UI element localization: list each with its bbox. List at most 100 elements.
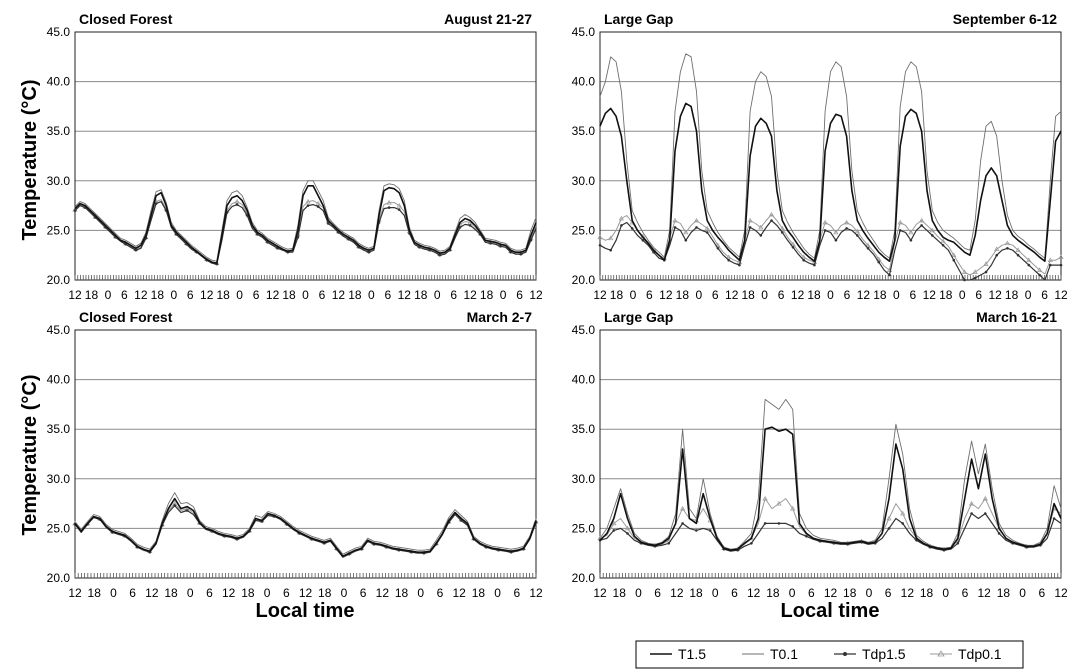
- series-point: [770, 219, 773, 222]
- plot-frame: [74, 329, 537, 579]
- series-point: [266, 241, 269, 244]
- series-point: [315, 200, 321, 206]
- panel-title-left: Large Gap: [604, 309, 673, 325]
- series-point: [1036, 267, 1043, 272]
- x-tick-label: 6: [513, 586, 520, 600]
- series-T0-1: [74, 180, 537, 262]
- x-tick-label: 18: [939, 288, 953, 302]
- y-axis-label-bottom-text: Temperature (°C): [19, 375, 41, 536]
- x-tick-label: 18: [1005, 288, 1019, 302]
- panel-title-left: Closed Forest: [79, 309, 173, 325]
- x-tick-label: 6: [187, 288, 194, 302]
- series-T1-5: [599, 102, 1062, 263]
- series-point: [900, 510, 906, 516]
- series-point: [802, 258, 805, 262]
- x-tick-label: 12: [593, 288, 607, 302]
- x-tick-label: 6: [975, 288, 982, 302]
- x-tick-label: 0: [1025, 288, 1032, 302]
- series-point: [791, 525, 794, 528]
- series-line: [74, 201, 537, 265]
- y-tick-label: 35.0: [572, 124, 596, 138]
- x-tick-label: 6: [844, 288, 851, 302]
- x-tick-label: 18: [85, 288, 99, 302]
- series-point: [509, 250, 512, 254]
- x-tick-label: 0: [695, 288, 702, 302]
- series-point: [609, 248, 612, 252]
- series-point: [173, 504, 176, 507]
- x-tick-label: 6: [731, 586, 738, 600]
- series-point: [519, 252, 523, 256]
- series-point: [347, 238, 350, 241]
- x-tick-label: 12: [901, 586, 915, 600]
- series-point: [1016, 253, 1020, 257]
- series-point: [940, 238, 946, 244]
- series-point: [1047, 257, 1053, 263]
- x-tick-label: 0: [500, 288, 507, 302]
- legend-item-T1-5: T1.5: [650, 646, 706, 662]
- x-tick-label: 6: [129, 586, 136, 600]
- series-point: [124, 243, 127, 246]
- x-tick-label: 18: [472, 586, 486, 600]
- series-point: [768, 211, 775, 217]
- series-point: [813, 263, 816, 267]
- series-point: [997, 532, 1001, 535]
- series-point: [306, 204, 310, 207]
- y-tick-label: 30.0: [572, 174, 596, 188]
- series-point: [995, 253, 998, 257]
- x-minor-ticks: [599, 573, 1062, 578]
- x-tick-label: 6: [1041, 288, 1048, 302]
- series-point: [684, 239, 688, 242]
- x-tick-label: 0: [761, 288, 768, 302]
- series-point: [877, 260, 880, 264]
- x-tick-label: 18: [920, 586, 934, 600]
- x-tick-label: 18: [741, 288, 755, 302]
- x-tick-label: 0: [302, 288, 309, 302]
- y-tick-label: 30.0: [47, 472, 71, 486]
- series-point: [716, 247, 720, 250]
- legend-marker: [843, 652, 847, 656]
- x-tick-label: 12: [332, 288, 346, 302]
- x-tick-label: 0: [789, 586, 796, 600]
- series-point: [672, 217, 678, 223]
- x-tick-label: 18: [873, 288, 887, 302]
- x-tick-label: 0: [827, 288, 834, 302]
- series-point: [235, 203, 239, 206]
- series-point: [887, 527, 891, 530]
- x-tick-label: 18: [241, 586, 255, 600]
- legend: T1.5 T0.1 Tdp1.5 Tdp0.1: [635, 640, 1024, 669]
- y-tick-label: 35.0: [47, 422, 71, 436]
- series-point: [763, 522, 767, 525]
- panel-closed-forest-march: 20.025.030.035.040.045.012 18 0 6 12 18 0 6 12 18…: [47, 309, 543, 600]
- series-point: [759, 234, 763, 237]
- series-point: [994, 246, 1000, 252]
- series-line: [599, 426, 1062, 552]
- x-axis-label-left: Local time: [256, 600, 355, 622]
- series-point: [747, 217, 753, 223]
- panel-large-gap-march: 20.025.030.035.040.045.012 18 0 6 12 18 0 6 12 18…: [572, 309, 1068, 600]
- x-tick-label: 0: [110, 586, 117, 600]
- x-tick-label: 6: [516, 288, 523, 302]
- series-point: [708, 529, 712, 532]
- series-point: [941, 244, 945, 247]
- panel-closed-forest-august: 20.025.030.035.040.045.012 18 0 6 12 18 0 6 12 18…: [47, 11, 543, 302]
- x-minor-ticks: [74, 275, 537, 280]
- y-tick-label: 30.0: [572, 472, 596, 486]
- series-point: [296, 236, 300, 239]
- series-point: [597, 234, 603, 240]
- y-tick-label: 25.0: [572, 521, 596, 535]
- x-tick-label: 12: [299, 586, 313, 600]
- series-point: [620, 224, 623, 227]
- series-point: [972, 269, 978, 274]
- series-point: [256, 233, 259, 236]
- y-tick-label: 20.0: [572, 571, 596, 585]
- x-tick-label: 12: [857, 288, 871, 302]
- y-tick-label: 40.0: [47, 373, 71, 387]
- series-point: [367, 250, 371, 254]
- x-tick-label: 12: [988, 288, 1002, 302]
- series-point: [929, 227, 935, 233]
- series-point: [996, 525, 1002, 531]
- y-tick-label: 40.0: [47, 75, 71, 89]
- series-point: [1004, 240, 1011, 246]
- legend-item-T0-1: T0.1: [742, 646, 798, 662]
- series-point: [823, 229, 827, 232]
